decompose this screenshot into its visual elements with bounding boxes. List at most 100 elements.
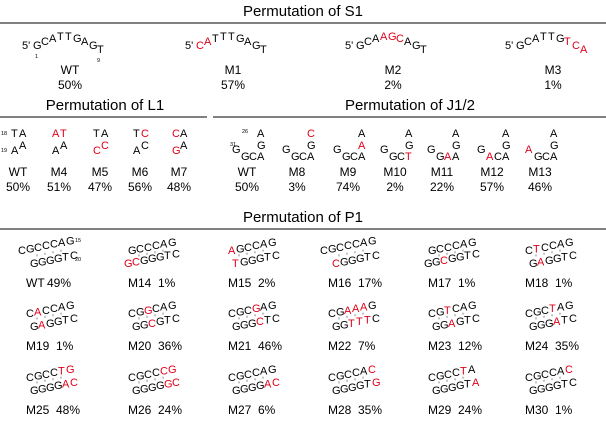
activity-percent: 1% [544, 78, 562, 92]
nucleotide: C [452, 367, 460, 379]
nucleotide: C [569, 313, 577, 325]
variant-name: M15 [228, 276, 252, 290]
nucleotide: G [502, 140, 511, 152]
nucleotide: G [456, 252, 465, 264]
nucleotide: A [38, 319, 46, 331]
nucleotide: C [452, 303, 460, 315]
nucleotide: A [244, 36, 252, 48]
nucleotide: C [428, 372, 436, 384]
nucleotide: C [542, 151, 550, 163]
nucleotide: G [412, 40, 421, 52]
nucleotide: G [46, 318, 55, 330]
activity-percent: 24% [158, 403, 182, 417]
activity-percent: 22% [430, 180, 454, 194]
nucleotide: T [133, 128, 140, 140]
nucleotide: G [565, 300, 574, 312]
nucleotide: G [427, 144, 436, 156]
nucleotide: A [160, 239, 168, 251]
nucleotide: T [93, 128, 100, 140]
nucleotide: C [50, 303, 58, 315]
nucleotide: T [65, 31, 72, 43]
nucleotide: A [557, 239, 565, 251]
nucleotide: G [168, 237, 177, 249]
nucleotide: G [556, 33, 565, 45]
nucleotide: C [101, 140, 109, 152]
nucleotide: T [464, 250, 471, 262]
nucleotide: G [232, 144, 241, 156]
nucleotide: G [529, 385, 538, 397]
nucleotide: G [452, 140, 461, 152]
activity-percent: 1% [56, 339, 74, 353]
five-prime-label: 5' [505, 40, 513, 52]
nucleotide: G [46, 382, 55, 394]
nucleotide: C [494, 151, 502, 163]
nucleotide: G [456, 380, 465, 392]
nucleotide: G [436, 151, 445, 163]
nucleotide: T [164, 315, 171, 327]
nucleotide: C [26, 372, 34, 384]
nucleotide: G [328, 243, 337, 255]
nucleotide: C [172, 313, 180, 325]
position-marker: 18 [1, 131, 7, 137]
nucleotide: T [533, 243, 540, 255]
nucleotide: C [569, 250, 577, 262]
nucleotide: T [548, 31, 555, 43]
nucleotide: G [232, 321, 241, 333]
nucleotide: G [30, 321, 39, 333]
activity-percent: 51% [47, 180, 71, 194]
nucleotide: G [553, 253, 562, 265]
nucleotide: G [534, 151, 543, 163]
nucleotide: G [241, 151, 250, 163]
nucleotide: A [580, 44, 588, 56]
nucleotide: C [272, 250, 280, 262]
variant-name: M11 [431, 165, 454, 179]
nucleotide: G [164, 379, 173, 391]
nucleotide: C [549, 367, 557, 379]
nucleotide: G [30, 385, 39, 397]
nucleotide: G [248, 318, 257, 330]
position-marker: 19 [1, 148, 7, 154]
nucleotide: T [561, 252, 568, 264]
nucleotide: T [57, 31, 64, 43]
variant-name: M1 [225, 63, 242, 77]
nucleotide: G [156, 252, 165, 264]
nucleotide: T [264, 252, 271, 264]
nucleotide: C [50, 239, 58, 251]
nucleotide: G [368, 235, 377, 247]
activity-percent: 6% [258, 403, 276, 417]
nucleotide: G [545, 255, 554, 267]
nucleotide: G [436, 370, 445, 382]
nucleotide: G [268, 364, 277, 376]
variant-name: M24 [525, 339, 549, 353]
nucleotide: G [333, 144, 342, 156]
variant-name: M23 [428, 339, 452, 353]
nucleotide: G [236, 306, 245, 318]
nucleotide: C [524, 36, 532, 48]
nucleotide: G [428, 245, 437, 257]
nucleotide: T [561, 379, 568, 391]
nucleotide: G [148, 253, 157, 265]
nucleotide: C [344, 369, 352, 381]
position-marker: 15 [75, 238, 81, 244]
nucleotide: T [364, 379, 371, 391]
nucleotide: C [228, 372, 236, 384]
nucleotide: G [533, 370, 542, 382]
nucleotide: T [11, 128, 18, 140]
variant-name: M27 [228, 403, 252, 417]
nucleotide: T [228, 31, 235, 43]
nucleotide: T [260, 44, 267, 56]
nucleotide: C [344, 240, 352, 252]
nucleotide: A [550, 151, 558, 163]
nucleotide: G [34, 370, 43, 382]
nucleotide: G [268, 237, 277, 249]
l1-section-title: Permutation of L1 [46, 97, 164, 114]
activity-percent: 2% [384, 78, 402, 92]
